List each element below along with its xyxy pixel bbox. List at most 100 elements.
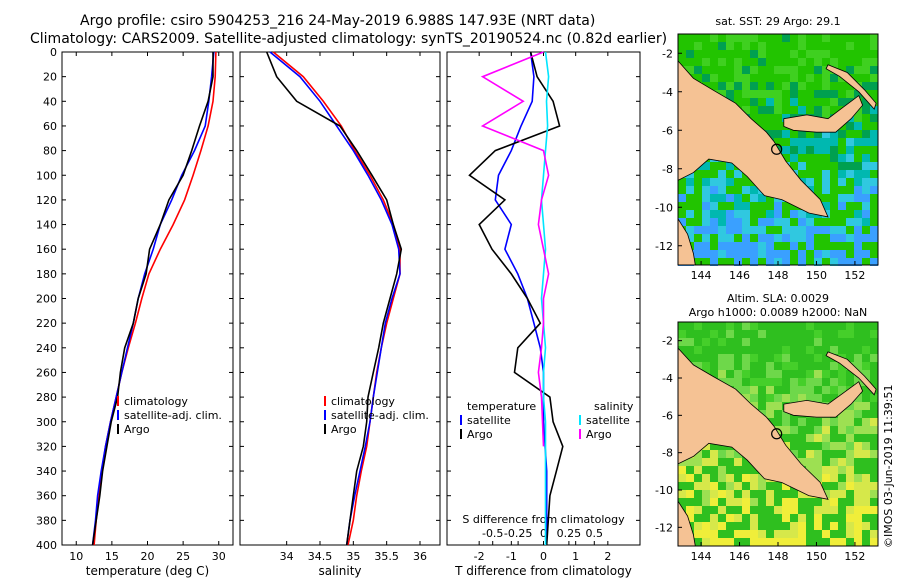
map-cell	[718, 170, 726, 178]
map-cell	[798, 514, 806, 522]
map-cell	[750, 322, 758, 330]
map-cell	[814, 258, 822, 266]
map-cell	[774, 354, 782, 362]
map-cell	[790, 386, 798, 394]
map-cell	[854, 66, 862, 74]
y-tick-label: 340	[36, 465, 57, 478]
map-cell	[814, 354, 822, 362]
map-cell	[814, 450, 822, 458]
y-tick-label: 260	[36, 366, 57, 379]
map-cell	[854, 426, 862, 434]
map-y-tick-label: -6	[662, 409, 673, 422]
map-y-tick-label: -8	[662, 163, 673, 176]
map-cell	[782, 146, 790, 154]
series-line-argo	[265, 51, 403, 546]
y-tick-label: 160	[36, 243, 57, 256]
map-cell	[694, 226, 702, 234]
map-cell	[814, 58, 822, 66]
map-cell	[830, 250, 838, 258]
map-cell	[726, 474, 734, 482]
map-cell	[870, 450, 878, 458]
map-cell	[822, 170, 830, 178]
map-cell	[862, 490, 870, 498]
map-cell	[806, 458, 814, 466]
map-x-tick-label: 150	[806, 550, 827, 563]
map-cell	[798, 234, 806, 242]
map-cell	[838, 258, 846, 266]
map-cell	[814, 106, 822, 114]
s-axis-tick-label: 0	[540, 527, 547, 540]
map-cell	[774, 130, 782, 138]
map-cell	[718, 538, 726, 546]
map-cell	[702, 538, 710, 546]
map-cell	[686, 514, 694, 522]
map-cell	[806, 386, 814, 394]
map-cell	[758, 378, 766, 386]
map-cell	[798, 58, 806, 66]
map-cell	[814, 466, 822, 474]
map-cell	[790, 66, 798, 74]
map-cell	[822, 186, 830, 194]
map-cell	[734, 386, 742, 394]
map-cell	[718, 242, 726, 250]
map-cell	[710, 194, 718, 202]
map-cell	[822, 530, 830, 538]
map-cell	[814, 394, 822, 402]
map-cell	[806, 178, 814, 186]
map-cell	[702, 202, 710, 210]
map-cell	[862, 138, 870, 146]
map-cell	[686, 474, 694, 482]
map-cell	[814, 250, 822, 258]
map-cell	[870, 226, 878, 234]
map-cell	[830, 362, 838, 370]
map-cell	[766, 130, 774, 138]
x-tick-label: 10	[69, 550, 83, 563]
map-cell	[782, 410, 790, 418]
y-tick-label: 60	[43, 120, 57, 133]
map-cell	[814, 370, 822, 378]
map-cell	[854, 330, 862, 338]
map-cell	[822, 90, 830, 98]
map-cell	[694, 66, 702, 74]
map-cell	[790, 234, 798, 242]
map-cell	[790, 50, 798, 58]
map-cell	[734, 498, 742, 506]
map-cell	[718, 178, 726, 186]
map-cell	[678, 194, 686, 202]
map-cell	[742, 354, 750, 362]
map-cell	[774, 210, 782, 218]
map-cell	[830, 138, 838, 146]
map-cell	[726, 514, 734, 522]
map-cell	[838, 362, 846, 370]
map-cell	[782, 354, 790, 362]
map-cell	[750, 42, 758, 50]
map-cell	[862, 186, 870, 194]
map-cell	[782, 346, 790, 354]
map-cell	[838, 482, 846, 490]
map-cell	[814, 50, 822, 58]
map-cell	[790, 82, 798, 90]
salinity-panel: 34 34.5 35 35.5 36 salinity climatologysatelli…	[239, 51, 441, 578]
map-cell	[702, 498, 710, 506]
map-cell	[822, 426, 830, 434]
map-cell	[814, 474, 822, 482]
y-tick-label: 380	[36, 514, 57, 527]
map-x-tick-label: 146	[729, 269, 750, 282]
map-cell	[798, 210, 806, 218]
map-cell	[734, 74, 742, 82]
map-cell	[766, 498, 774, 506]
map-cell	[790, 154, 798, 162]
map-cell	[782, 482, 790, 490]
map-cell	[798, 50, 806, 58]
map-cell	[806, 74, 814, 82]
map-cell	[782, 362, 790, 370]
map-cell	[774, 506, 782, 514]
map-land-new-guinea	[677, 59, 829, 218]
map-cell	[870, 482, 878, 490]
map-cell	[742, 506, 750, 514]
s-axis-label: S difference from climatology	[462, 513, 625, 526]
map-cell	[814, 506, 822, 514]
map-cell	[686, 226, 694, 234]
map-cell	[870, 426, 878, 434]
